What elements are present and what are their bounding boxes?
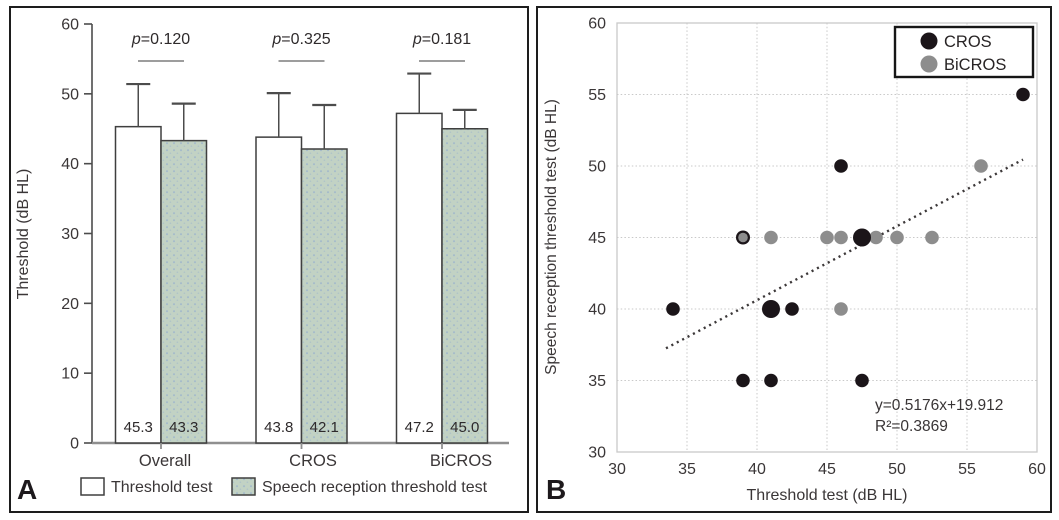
legend-label-srt: Speech reception threshold test (262, 479, 488, 496)
bar-threshold-overall (114, 125, 162, 444)
point-bicros (820, 230, 834, 245)
legend-swatch-threshold-test (80, 477, 105, 496)
category-label: BiCROS (430, 452, 492, 470)
p-value-label: p=0.120 (131, 31, 190, 48)
point-cros (736, 373, 750, 388)
r-squared-label: R²=0.3869 (875, 418, 948, 435)
legend-label-threshold-test: Threshold test (111, 479, 213, 496)
y-tick-label: 30 (588, 445, 606, 462)
y-tick-label: 50 (61, 86, 79, 103)
panel-b-y-axis-title: Speech reception threshold test (dB HL) (543, 99, 560, 375)
point-cros (853, 228, 871, 247)
y-tick-label: 50 (588, 159, 606, 176)
equation-label: y=0.5176x+19.912 (875, 397, 1003, 414)
point-cros (764, 373, 778, 388)
legend-dot-bicros (920, 55, 938, 73)
bar-group-overall: 45.3 43.3 Overall p=0.120 (114, 31, 208, 470)
y-tick-label: 60 (61, 17, 79, 34)
category-label: CROS (289, 452, 337, 470)
regression-trendline (665, 158, 1024, 350)
legend-label-cros: CROS (944, 33, 992, 51)
panel-a-letter-label: A (17, 474, 39, 505)
bar-srt-bicros (441, 128, 489, 444)
bar-value-label: 45.0 (450, 419, 479, 436)
point-cros (785, 302, 799, 316)
bar-value-label: 47.2 (405, 419, 434, 436)
point-bicros (890, 230, 904, 245)
legend-box (893, 25, 1035, 79)
panel-a-y-axis-title: Threshold (dB HL) (15, 169, 32, 300)
point-bicros (974, 159, 988, 173)
x-tick-label: 50 (888, 461, 906, 478)
y-tick-label: 40 (588, 302, 606, 319)
panel-b-scatter-plot: 30 35 40 45 50 55 60 30 35 40 45 50 55 60 Threshold te… (543, 16, 1046, 505)
y-tick-label: 40 (61, 156, 79, 173)
bar-value-label: 45.3 (124, 419, 153, 436)
panel-b-legend: CROS BiCROS (893, 25, 1035, 79)
bar-srt-cros (300, 148, 348, 444)
point-bicros (834, 230, 848, 245)
bar-value-label: 42.1 (310, 419, 339, 436)
p-value-label: p=0.181 (412, 31, 471, 48)
panel-b: 30 35 40 45 50 55 60 30 35 40 45 50 55 60 Threshold te… (536, 6, 1052, 513)
y-tick-label: 30 (61, 226, 79, 243)
panel-a: 0 10 20 30 40 50 60 Threshold (dB HL) 45.3 43.3 Ov… (9, 6, 529, 513)
bar-group-bicros: 47.2 45.0 BiCROS p=0.181 (395, 31, 492, 470)
x-tick-label: 45 (818, 461, 836, 478)
y-tick-label: 55 (588, 87, 606, 104)
panel-a-legend: Threshold test Speech reception threshold… (80, 477, 488, 496)
p-value-label: p=0.325 (271, 31, 330, 48)
point-bicros (925, 230, 939, 245)
panel-b-letter-label: B (546, 474, 568, 505)
panel-b-x-axis-title: Threshold test (dB HL) (747, 487, 908, 504)
point-cros (855, 373, 869, 388)
y-tick-label: 45 (588, 230, 606, 247)
x-tick-label: 55 (958, 461, 976, 478)
point-bicros (738, 232, 748, 243)
y-tick-label: 20 (61, 296, 79, 313)
x-tick-label: 40 (748, 461, 766, 478)
legend-dot-cros (920, 32, 938, 50)
bar-group-cros: 43.8 42.1 CROS p=0.325 (255, 31, 348, 470)
bar-srt-overall (160, 139, 208, 444)
legend-label-bicros: BiCROS (944, 56, 1006, 74)
point-cros (666, 302, 680, 316)
point-cros (762, 300, 780, 318)
y-tick-label: 0 (70, 436, 79, 453)
bar-threshold-bicros (395, 112, 443, 444)
category-label: Overall (139, 452, 191, 470)
legend-swatch-srt (231, 477, 256, 496)
y-tick-label: 35 (588, 373, 606, 390)
point-cros (834, 159, 848, 173)
x-tick-label: 35 (678, 461, 696, 478)
bar-value-label: 43.3 (169, 419, 198, 436)
x-tick-label: 60 (1028, 461, 1046, 478)
y-tick-label: 10 (61, 366, 79, 383)
panel-a-bar-chart: 0 10 20 30 40 50 60 Threshold (dB HL) 45.3 43.3 Ov… (15, 17, 509, 496)
bar-value-label: 43.8 (264, 419, 293, 436)
point-bicros (764, 230, 778, 245)
point-bicros (869, 230, 883, 245)
bar-threshold-cros (255, 136, 303, 444)
x-tick-label: 30 (608, 461, 626, 478)
y-tick-label: 60 (588, 16, 606, 33)
point-cros (1016, 87, 1030, 102)
point-bicros (834, 302, 848, 316)
